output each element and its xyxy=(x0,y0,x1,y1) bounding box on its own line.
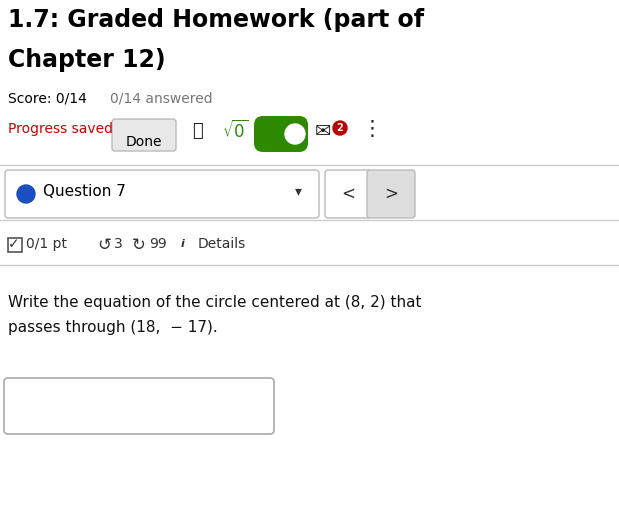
Text: 2: 2 xyxy=(337,123,344,133)
Text: Write the equation of the circle centered at (8, 2) that: Write the equation of the circle centere… xyxy=(8,295,422,310)
Text: 1.7: Graded Homework (part of: 1.7: Graded Homework (part of xyxy=(8,8,424,32)
Circle shape xyxy=(285,124,305,144)
FancyBboxPatch shape xyxy=(4,378,274,434)
Text: 3: 3 xyxy=(114,237,123,251)
Text: 0/1 pt: 0/1 pt xyxy=(26,237,67,251)
FancyBboxPatch shape xyxy=(367,170,415,218)
FancyBboxPatch shape xyxy=(325,170,371,218)
Text: ↻: ↻ xyxy=(132,236,146,254)
Text: Chapter 12): Chapter 12) xyxy=(8,48,166,72)
Text: Done: Done xyxy=(126,135,162,149)
Text: ✓: ✓ xyxy=(8,237,20,251)
Circle shape xyxy=(17,185,35,203)
Text: ⎙: ⎙ xyxy=(192,122,203,140)
FancyBboxPatch shape xyxy=(112,119,176,151)
Text: i: i xyxy=(181,239,185,249)
Text: Progress saved: Progress saved xyxy=(8,122,113,136)
Text: ↺: ↺ xyxy=(97,236,111,254)
Text: 0/14 answered: 0/14 answered xyxy=(110,92,212,106)
FancyBboxPatch shape xyxy=(254,116,308,152)
Text: Question 7: Question 7 xyxy=(43,184,126,198)
FancyBboxPatch shape xyxy=(5,170,319,218)
Text: 99: 99 xyxy=(149,237,167,251)
Text: $\sqrt{0}$: $\sqrt{0}$ xyxy=(222,120,248,142)
Text: ▾: ▾ xyxy=(295,184,301,198)
Text: Details: Details xyxy=(198,237,246,251)
Circle shape xyxy=(333,121,347,135)
Text: Score: 0/14: Score: 0/14 xyxy=(8,92,87,106)
Text: <: < xyxy=(341,185,355,203)
Text: ✉: ✉ xyxy=(315,122,331,141)
Text: passes through (18,  − 17).: passes through (18, − 17). xyxy=(8,320,218,335)
Text: ⋮: ⋮ xyxy=(362,119,383,139)
Text: >: > xyxy=(384,185,398,203)
